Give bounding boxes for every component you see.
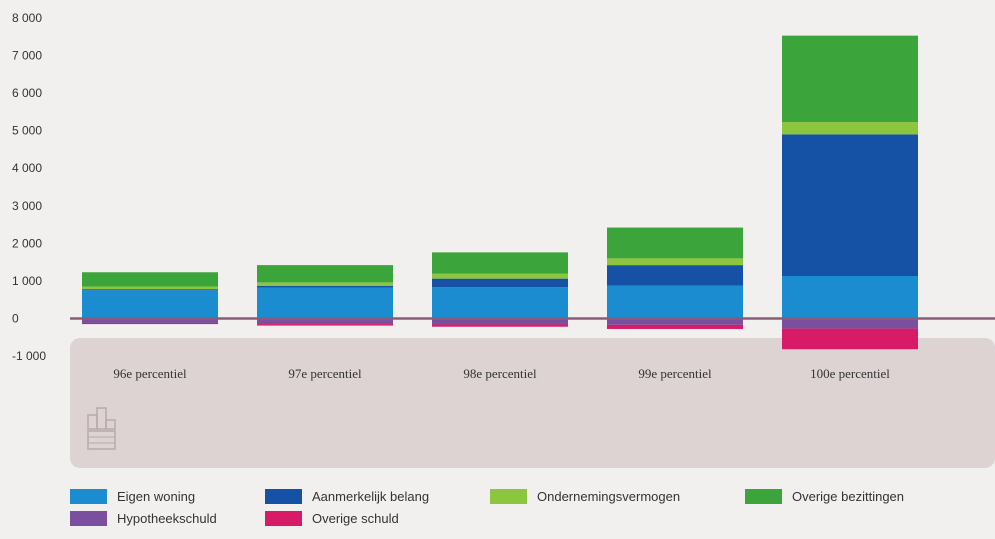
bar-segment-eigen-woning	[82, 290, 218, 319]
y-tick-label: 3 000	[12, 199, 42, 213]
legend-label: Aanmerkelijk belang	[312, 488, 430, 504]
y-axis: 8 000 7 000 6 000 5 000 4 000 3 000 2 000 1 000…	[12, 11, 46, 363]
legend-swatch	[265, 488, 302, 504]
legend-swatch	[70, 488, 107, 504]
x-category-label: 99e percentiel	[638, 366, 712, 381]
bar-segment-overige-bezittingen	[257, 265, 393, 283]
bar-series	[82, 35, 918, 350]
bar-segment-aanmerkelijk-belang	[782, 134, 918, 277]
bar-segment-ondernemingsvermogen	[782, 122, 918, 135]
bar-segment-ondernemingsvermogen	[432, 273, 568, 279]
y-tick-label: 6 000	[12, 86, 42, 100]
bar-segment-ondernemingsvermogen	[82, 286, 218, 290]
y-tick-label: 2 000	[12, 236, 42, 250]
legend-item-aanmerkelijk-belang: Aanmerkelijk belang	[265, 488, 490, 504]
x-category-label: 98e percentiel	[463, 366, 537, 381]
bar-segment-overige-bezittingen	[82, 272, 218, 287]
x-category-label: 97e percentiel	[288, 366, 362, 381]
bar-segment-hypotheekschuld	[82, 318, 218, 323]
bar-segment-aanmerkelijk-belang	[257, 285, 393, 288]
bar-segment-overige-schuld	[257, 324, 393, 326]
bar-segment-overige-schuld	[82, 322, 218, 325]
x-category-label: 100e percentiel	[810, 366, 890, 381]
bar-segment-aanmerkelijk-belang	[432, 278, 568, 288]
y-tick-label: 8 000	[12, 11, 42, 25]
bar-segment-ondernemingsvermogen	[257, 282, 393, 286]
bar-segment-ondernemingsvermogen	[607, 258, 743, 266]
bar-segment-eigen-woning	[607, 285, 743, 319]
bar-segment-hypotheekschuld	[607, 318, 743, 325]
bar-segment-aanmerkelijk-belang	[607, 265, 743, 286]
bar-segment-overige-schuld	[432, 324, 568, 327]
legend-label: Overige bezittingen	[792, 488, 905, 504]
x-category-label: 96e percentiel	[113, 366, 187, 381]
cbs-logo-icon	[87, 407, 116, 450]
y-tick-label: 5 000	[12, 124, 42, 138]
legend-item-ondernemingsvermogen: Ondernemingsvermogen	[490, 488, 745, 504]
bar-segment-overige-schuld	[782, 328, 918, 350]
legend-item-hypotheekschuld: Hypotheekschuld	[70, 510, 265, 526]
y-tick-label: 0	[12, 311, 19, 325]
legend-label: Hypotheekschuld	[117, 510, 217, 526]
bar-segment-hypotheekschuld	[782, 318, 918, 329]
bar-segment-eigen-woning	[257, 287, 393, 319]
legend-swatch	[490, 488, 527, 504]
legend-label: Overige schuld	[312, 510, 399, 526]
legend-label: Eigen woning	[117, 488, 196, 504]
y-tick-label: 7 000	[12, 49, 42, 63]
legend-swatch	[265, 510, 302, 526]
legend-item-eigen-woning: Eigen woning	[70, 488, 265, 504]
y-tick-label: 4 000	[12, 161, 42, 175]
category-label-band	[70, 338, 995, 468]
bar-segment-eigen-woning	[432, 287, 568, 319]
bar-segment-overige-bezittingen	[432, 252, 568, 274]
legend-item-overige-bezittingen: Overige bezittingen	[745, 488, 985, 504]
bar-segment-overige-bezittingen	[607, 227, 743, 259]
legend-swatch	[70, 510, 107, 526]
bar-segment-hypotheekschuld	[257, 318, 393, 325]
x-axis-category-labels: 96e percentiel 97e percentiel 98e percenti…	[113, 366, 890, 381]
legend-swatch	[745, 488, 782, 504]
bar-segment-eigen-woning	[782, 276, 918, 319]
bar-segment-overige-bezittingen	[782, 35, 918, 123]
bar-segment-hypotheekschuld	[432, 318, 568, 325]
y-tick-label: 1 000	[12, 274, 42, 288]
bar-segment-aanmerkelijk-belang	[82, 289, 218, 291]
y-tick-label: -1 000	[12, 349, 46, 363]
legend-label: Ondernemingsvermogen	[537, 488, 681, 504]
legend-item-overige-schuld: Overige schuld	[265, 510, 490, 526]
chart-legend: Eigen woning Aanmerkelijk belang Ondernemi…	[70, 488, 990, 526]
bar-segment-overige-schuld	[607, 324, 743, 329]
